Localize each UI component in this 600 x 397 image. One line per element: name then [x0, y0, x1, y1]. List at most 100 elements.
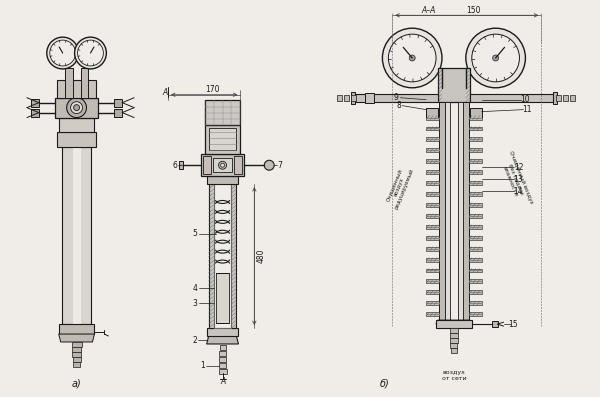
- Text: 8: 8: [397, 101, 401, 110]
- Polygon shape: [436, 320, 472, 324]
- Bar: [219, 363, 226, 368]
- Circle shape: [77, 40, 103, 66]
- Bar: [215, 274, 229, 323]
- Text: 9: 9: [394, 93, 399, 102]
- Bar: [235, 156, 242, 174]
- Bar: [426, 116, 439, 119]
- Circle shape: [493, 55, 499, 61]
- Bar: [463, 102, 469, 324]
- Bar: [220, 351, 226, 356]
- Bar: [214, 184, 232, 328]
- Circle shape: [218, 161, 227, 169]
- Circle shape: [409, 55, 415, 61]
- Bar: [55, 98, 98, 118]
- Text: A–A: A–A: [422, 6, 436, 15]
- Bar: [451, 343, 457, 348]
- Bar: [470, 108, 482, 118]
- Bar: [469, 290, 482, 294]
- Circle shape: [388, 34, 436, 82]
- Bar: [57, 133, 97, 147]
- Circle shape: [71, 102, 83, 114]
- Text: 1: 1: [200, 361, 205, 370]
- Text: Очищенный воздух
без подачи
влажности: Очищенный воздух без подачи влажности: [497, 150, 534, 208]
- Bar: [438, 68, 470, 102]
- Bar: [426, 192, 439, 196]
- Bar: [553, 92, 557, 104]
- Bar: [450, 328, 458, 333]
- Circle shape: [74, 105, 80, 111]
- Bar: [72, 347, 81, 352]
- Bar: [426, 159, 439, 163]
- Bar: [426, 279, 439, 283]
- Text: воздух
от сети: воздух от сети: [442, 370, 466, 381]
- Bar: [469, 148, 482, 152]
- Bar: [426, 236, 439, 240]
- Bar: [556, 95, 561, 101]
- Bar: [469, 192, 482, 196]
- Circle shape: [382, 28, 442, 88]
- Bar: [209, 129, 236, 150]
- Bar: [365, 93, 374, 103]
- Bar: [426, 301, 439, 305]
- Bar: [73, 147, 80, 324]
- Bar: [426, 290, 439, 294]
- Text: 14: 14: [514, 187, 523, 196]
- Bar: [219, 357, 226, 362]
- Bar: [73, 357, 80, 362]
- Bar: [57, 80, 97, 98]
- Text: 11: 11: [523, 105, 532, 114]
- Bar: [426, 214, 439, 218]
- Text: 150: 150: [467, 6, 481, 15]
- Text: 3: 3: [193, 299, 197, 308]
- Text: 13: 13: [514, 175, 523, 184]
- Circle shape: [264, 160, 274, 170]
- Bar: [235, 156, 242, 174]
- Text: 15: 15: [509, 320, 518, 329]
- Text: 5: 5: [193, 229, 197, 238]
- Bar: [350, 95, 356, 101]
- Bar: [426, 170, 439, 174]
- Bar: [31, 109, 39, 117]
- Text: 12: 12: [514, 163, 523, 172]
- Bar: [31, 99, 39, 107]
- Bar: [220, 345, 226, 350]
- Bar: [450, 333, 458, 338]
- Text: 6: 6: [172, 161, 178, 170]
- Bar: [218, 369, 227, 374]
- Bar: [469, 203, 482, 207]
- Text: 2: 2: [193, 335, 197, 345]
- Text: 4: 4: [193, 284, 197, 293]
- Bar: [491, 321, 497, 327]
- Bar: [212, 158, 232, 172]
- Bar: [203, 156, 211, 174]
- Circle shape: [74, 37, 106, 69]
- Bar: [469, 225, 482, 229]
- Bar: [469, 258, 482, 262]
- Bar: [206, 328, 238, 336]
- Bar: [59, 324, 94, 334]
- Bar: [469, 214, 482, 218]
- Bar: [445, 102, 450, 324]
- Bar: [426, 137, 439, 141]
- Circle shape: [67, 98, 86, 118]
- Bar: [469, 181, 482, 185]
- Circle shape: [466, 28, 526, 88]
- Bar: [355, 94, 438, 102]
- Bar: [426, 312, 439, 316]
- Bar: [469, 247, 482, 251]
- Bar: [469, 170, 482, 174]
- Circle shape: [472, 34, 520, 82]
- Bar: [439, 102, 445, 324]
- Bar: [426, 258, 439, 262]
- Bar: [426, 225, 439, 229]
- Bar: [80, 68, 88, 98]
- Bar: [200, 154, 244, 176]
- Bar: [206, 176, 238, 184]
- Bar: [470, 94, 553, 102]
- Text: Очищенный
воздух
редуцируемый: Очищенный воздух редуцируемый: [383, 164, 415, 210]
- Bar: [179, 161, 183, 169]
- Bar: [350, 92, 355, 104]
- Bar: [469, 127, 482, 131]
- Bar: [469, 116, 482, 119]
- Bar: [469, 236, 482, 240]
